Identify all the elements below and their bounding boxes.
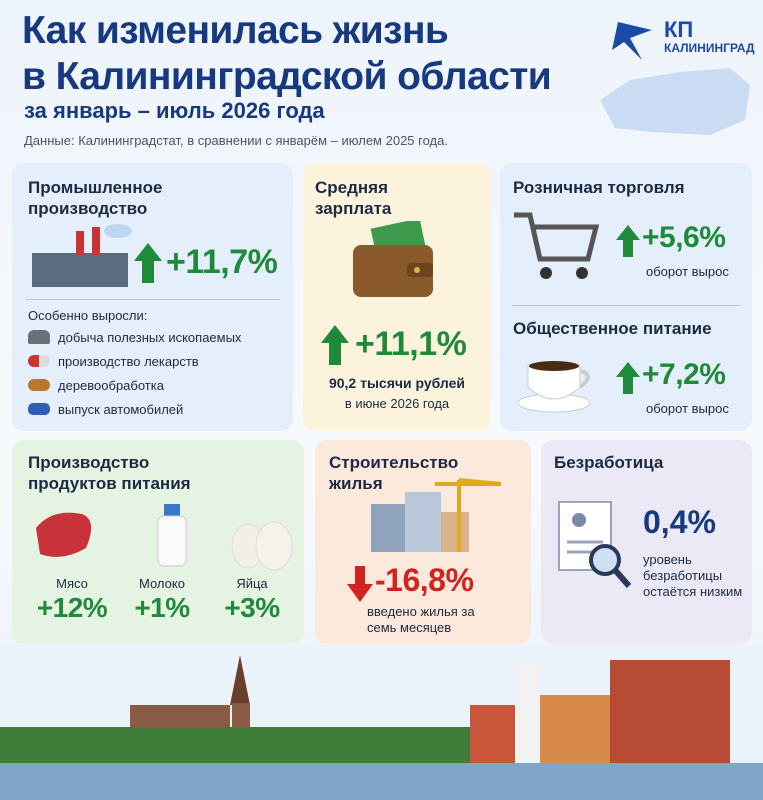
card-title: Производство продуктов питания bbox=[28, 453, 191, 493]
note: оборот вырос bbox=[646, 264, 729, 279]
source: Данные: Калининградстат, в сравнении с я… bbox=[24, 133, 448, 148]
factory-icon bbox=[32, 224, 132, 287]
logo-map: КП КАЛИНИНГРАД bbox=[600, 17, 755, 135]
city-scene bbox=[0, 645, 763, 800]
card-title: Промышленное производство bbox=[28, 178, 163, 218]
icon bbox=[28, 379, 50, 391]
arrow-up bbox=[321, 325, 349, 365]
icon bbox=[28, 403, 50, 415]
icon bbox=[28, 355, 50, 367]
item-text: добыча полезных ископаемых bbox=[58, 329, 242, 345]
subtitle: за январь – июль 2026 года bbox=[24, 98, 325, 123]
note: уровень безработицы остаётся низким bbox=[643, 552, 743, 599]
arrow-down bbox=[347, 566, 373, 602]
logo-text: КАЛИНИНГРАД bbox=[664, 41, 755, 55]
amount: 90,2 тысячи рублей bbox=[328, 375, 466, 391]
food-label: Молоко bbox=[139, 576, 185, 591]
arrow-up bbox=[134, 243, 162, 283]
unemployment-card: Безработица 0,4% уровень безработицы ост… bbox=[541, 440, 752, 644]
divider bbox=[26, 299, 280, 300]
note: Особенно выросли: bbox=[28, 308, 148, 323]
value: +3% bbox=[224, 592, 280, 623]
period: в июне 2026 года bbox=[344, 396, 450, 411]
title-line: в Калининградской области bbox=[22, 55, 552, 98]
card-title: Средняя зарплата bbox=[315, 178, 392, 218]
logo-text: КП bbox=[664, 17, 693, 42]
arrow-up bbox=[616, 225, 640, 257]
housing-card: Строительство жилья -16,8% введено жилья… bbox=[315, 440, 531, 644]
value: -16,8% bbox=[375, 562, 474, 598]
value: 0,4% bbox=[643, 504, 716, 540]
card-title: Строительство жилья bbox=[329, 453, 459, 493]
list-item: выпуск автомобилей bbox=[28, 397, 241, 421]
trade-card: Розничная торговля +5,6% оборот вырос Об… bbox=[500, 163, 752, 431]
item-text: деревообработка bbox=[58, 377, 164, 393]
list: добыча полезных ископаемых производство … bbox=[28, 325, 241, 421]
wallet-icon bbox=[353, 221, 433, 297]
divider bbox=[512, 305, 740, 306]
arrow-up bbox=[616, 362, 640, 394]
map-shape bbox=[600, 68, 750, 135]
list-item: деревообработка bbox=[28, 373, 241, 397]
food-label: Мясо bbox=[56, 576, 88, 591]
industry-card: Промышленное производство +11,7% Особенн… bbox=[12, 163, 293, 431]
list-item: производство лекарств bbox=[28, 349, 241, 373]
icon bbox=[28, 330, 50, 344]
logo-bird bbox=[612, 22, 652, 60]
title: Как изменилась жизнь в Калининградской об… bbox=[22, 8, 552, 100]
list-item: добыча полезных ископаемых bbox=[28, 325, 241, 349]
salary-card: Средняя зарплата +11,1% 90,2 тысячи рубл… bbox=[303, 163, 491, 431]
cup-icon bbox=[517, 361, 591, 413]
item-text: выпуск автомобилей bbox=[58, 401, 184, 417]
value: +1% bbox=[134, 592, 190, 623]
building-icon bbox=[371, 478, 502, 552]
cart-icon bbox=[514, 212, 600, 279]
note: введено жилья за семь месяцев bbox=[367, 604, 475, 635]
food-label: Яйца bbox=[236, 576, 268, 591]
card-title: Общественное питание bbox=[513, 319, 712, 338]
item-text: производство лекарств bbox=[58, 353, 199, 369]
card-title: Безработица bbox=[554, 453, 664, 472]
value: +5,6% bbox=[642, 221, 726, 254]
value: +11,7% bbox=[166, 243, 278, 281]
value: +12% bbox=[36, 592, 108, 623]
note: оборот вырос bbox=[646, 401, 729, 416]
card-title: Розничная торговля bbox=[513, 178, 685, 197]
resume-icon bbox=[558, 501, 632, 588]
value: +11,1% bbox=[355, 325, 467, 363]
food-icons bbox=[36, 504, 293, 571]
food-card: Производство продуктов питания Мясо +12%… bbox=[12, 440, 304, 644]
title-line: Как изменилась жизнь bbox=[22, 9, 449, 52]
value: +7,2% bbox=[642, 358, 726, 391]
